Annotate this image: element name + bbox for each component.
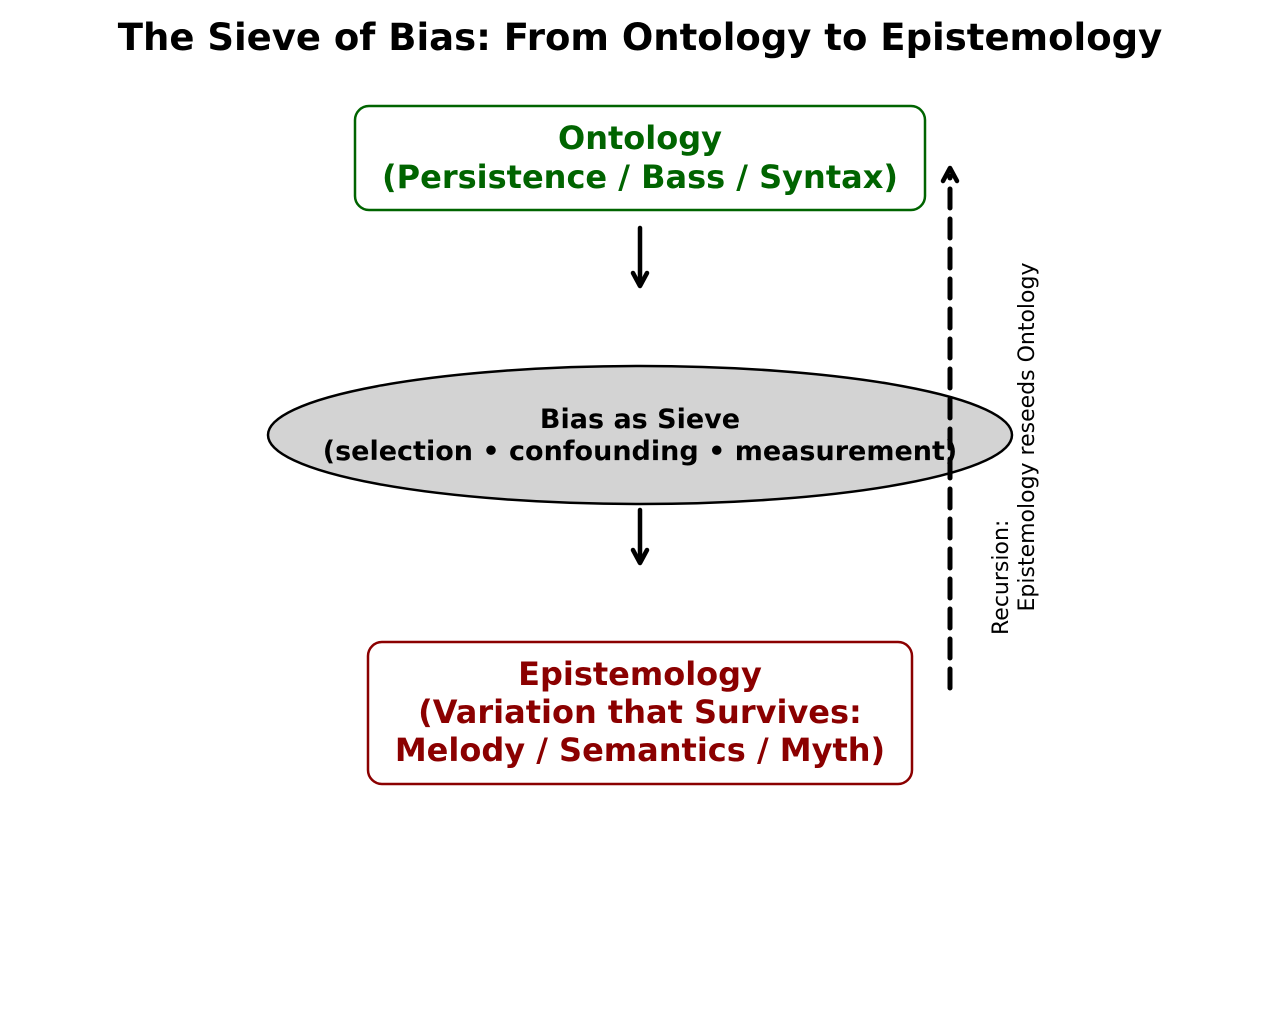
recursion-label-line1: Recursion: — [989, 520, 1014, 635]
recursion-label: Recursion: Epistemology reseeds Ontology — [989, 263, 1040, 636]
arrow-sieve-to-epistemology — [630, 507, 650, 566]
sieve-node: Bias as Sieve (selection • confounding •… — [266, 364, 1014, 506]
arrow-ontology-to-sieve — [630, 225, 650, 289]
epistemology-node: Epistemology (Variation that Survives: M… — [366, 640, 914, 786]
epistemology-subtitle-line1: (Variation that Survives: — [418, 693, 862, 731]
sieve-title: Bias as Sieve — [540, 404, 740, 435]
diagram-title: The Sieve of Bias: From Ontology to Epis… — [118, 16, 1162, 59]
recursion-label-line2: Epistemology reseeds Ontology — [1015, 263, 1040, 612]
sieve-subtitle: (selection • confounding • measurement) — [323, 436, 958, 467]
epistemology-box — [366, 640, 914, 786]
ontology-node: Ontology (Persistence / Bass / Syntax) — [353, 104, 927, 212]
ontology-subtitle: (Persistence / Bass / Syntax) — [382, 158, 898, 196]
recursion-arrow — [940, 165, 960, 691]
ontology-box — [353, 104, 927, 212]
epistemology-title: Epistemology — [518, 655, 762, 693]
sieve-ellipse — [266, 364, 1014, 506]
ontology-title: Ontology — [558, 119, 722, 157]
epistemology-subtitle-line2: Melody / Semantics / Myth) — [395, 731, 885, 769]
